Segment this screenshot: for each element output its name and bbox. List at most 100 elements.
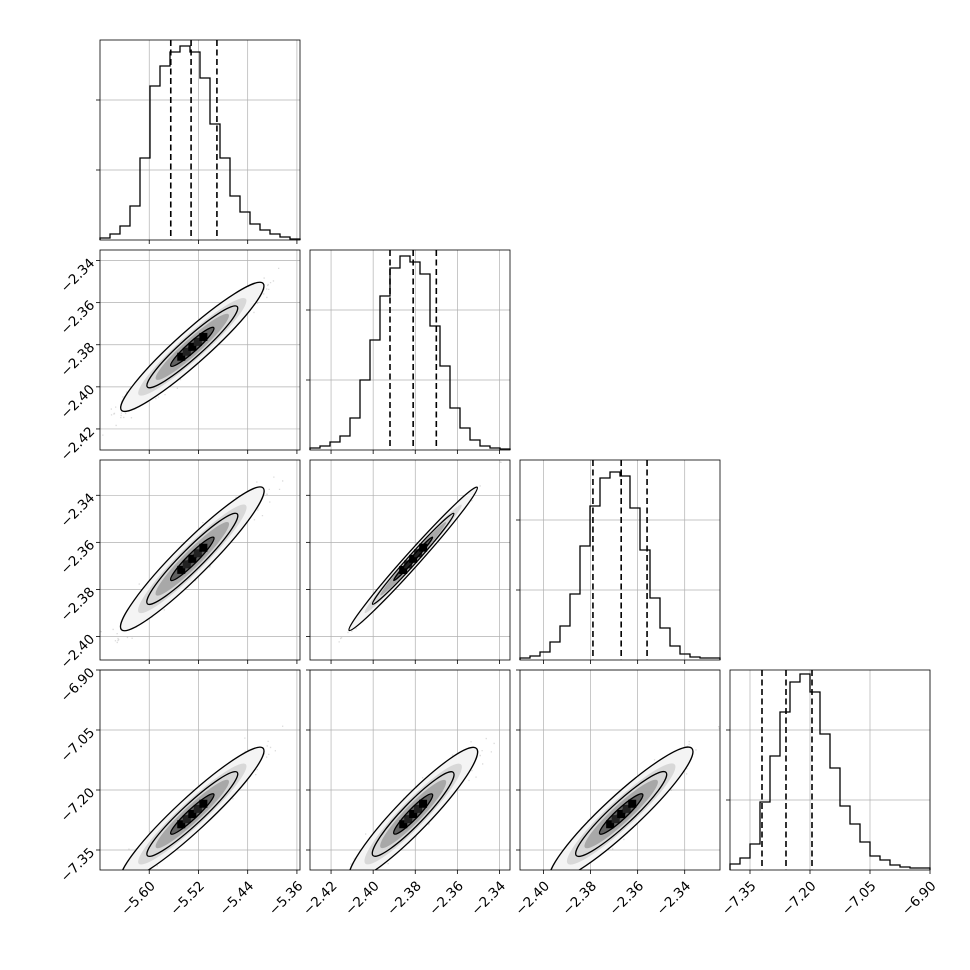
density-cell-1-0-2 — [188, 342, 197, 351]
contour-level-1-0-2 — [169, 326, 215, 368]
contour-level-2-0-1 — [146, 512, 239, 606]
contour-level-1-0-0 — [120, 281, 265, 413]
density-cell-2-0-0 — [177, 565, 186, 574]
density-cell-3-2-1 — [611, 815, 620, 824]
y-tick-label-3-1: −7.20 — [58, 785, 99, 826]
density-cell-1-0-4 — [199, 332, 208, 341]
grid-layer — [100, 40, 931, 870]
y-tick-label-1-4: −2.34 — [58, 255, 99, 296]
density-cell-3-1-0 — [399, 820, 408, 829]
contour-level-3-0-2 — [169, 793, 215, 835]
density-3-1 — [348, 747, 478, 870]
x-tick-label-3-0: −7.35 — [719, 878, 760, 919]
contours-2-1 — [348, 486, 479, 632]
density-cell-3-2-0 — [606, 820, 615, 829]
y-tick-label-3-2: −7.05 — [58, 725, 99, 766]
x-tick-label-3-1: −7.20 — [779, 878, 820, 919]
density-cell-2-0-1 — [182, 560, 191, 569]
histogram-3 — [729, 673, 931, 870]
x-tick-label-1-2: −2.38 — [384, 878, 425, 919]
panel-frame-3-0 — [99, 669, 301, 871]
panel-frame-3-2 — [519, 669, 721, 871]
density-cell-2-0-4 — [199, 543, 208, 552]
contour-level-3-0-0 — [119, 746, 265, 870]
density-cell-2-1-3 — [414, 549, 423, 558]
x-tick-label-2-0: −2.40 — [512, 878, 553, 919]
y-tick-label-1-0: −2.42 — [58, 424, 99, 465]
contour-level-3-0-1 — [146, 770, 239, 858]
x-tick-label-0-3: −5.36 — [266, 878, 307, 919]
y-tick-label-3-3: −6.90 — [58, 665, 99, 706]
y-tick-label-1-1: −2.40 — [58, 382, 99, 423]
x-tick-label-1-4: −2.34 — [468, 878, 509, 919]
density-cell-3-0-2 — [188, 810, 197, 818]
histogram-layer — [99, 40, 931, 870]
density-cell-2-1-1 — [404, 560, 413, 569]
contour-layer — [119, 281, 694, 870]
density-cell-2-0-3 — [193, 549, 202, 558]
density-cell-3-0-0 — [177, 820, 186, 829]
hist-panel-frame-1 — [309, 249, 511, 451]
hist-panel-frame-2 — [519, 459, 721, 661]
x-tick-label-2-2: −2.36 — [607, 878, 648, 919]
density-cell-2-0-2 — [188, 554, 197, 563]
y-tick-label-2-3: −2.34 — [58, 490, 99, 531]
contours-3-2 — [548, 746, 694, 870]
hist-panel-frame-0 — [99, 39, 301, 241]
contours-1-0 — [120, 281, 265, 413]
density-cell-3-0-1 — [182, 815, 191, 824]
contour-level-2-0-0 — [119, 486, 265, 632]
hist-panel-frame-3 — [729, 669, 931, 871]
histogram-2 — [519, 471, 721, 660]
contour-level-1-0-1 — [146, 305, 239, 389]
panel-frame-2-0 — [99, 459, 301, 661]
contour-level-3-1-0 — [348, 746, 479, 870]
density-cell-3-1-4 — [419, 799, 428, 808]
y-tick-label-2-0: −2.40 — [58, 631, 99, 672]
y-tick-label-3-0: −7.35 — [58, 845, 99, 886]
contour-level-3-2-1 — [575, 770, 668, 858]
density-cell-1-0-0 — [177, 352, 186, 361]
x-tick-label-1-3: −2.36 — [426, 878, 467, 919]
histogram-0 — [99, 45, 301, 240]
x-tick-label-2-3: −2.34 — [654, 878, 695, 919]
panel-frame-2-1 — [309, 459, 511, 661]
contours-2-0 — [119, 486, 265, 632]
density-cell-3-2-2 — [617, 810, 626, 818]
x-tick-label-2-1: −2.38 — [560, 878, 601, 919]
x-tick-label-0-0: −5.60 — [118, 878, 159, 919]
x-tick-label-3-3: −6.90 — [899, 878, 940, 919]
contour-level-2-1-0 — [348, 486, 479, 632]
density-cell-3-0-4 — [199, 799, 208, 808]
histogram-1 — [309, 255, 511, 450]
x-tick-label-0-2: −5.44 — [217, 878, 258, 919]
density-cell-2-1-0 — [399, 565, 408, 574]
x-tick-label-1-0: −2.42 — [300, 878, 341, 919]
contours-3-0 — [119, 746, 265, 870]
density-cell-2-1-4 — [419, 543, 428, 552]
contour-level-2-1-1 — [371, 512, 455, 605]
contour-level-3-1-2 — [393, 793, 434, 835]
frame-layer — [99, 39, 931, 871]
contours-3-1 — [348, 746, 479, 870]
y-tick-label-2-2: −2.36 — [58, 537, 99, 578]
density-3-2 — [549, 747, 693, 870]
x-tick-label-0-1: −5.52 — [167, 878, 208, 919]
density-cell-3-2-4 — [628, 799, 637, 808]
density-layer — [120, 282, 693, 870]
density-2-0 — [120, 486, 265, 631]
density-cell-3-1-1 — [404, 815, 413, 824]
density-cell-2-1-2 — [409, 554, 418, 563]
y-tick-label-1-3: −2.36 — [58, 297, 99, 338]
density-cell-3-1-3 — [414, 804, 423, 813]
density-2-1 — [348, 487, 478, 631]
contour-level-3-2-2 — [598, 793, 644, 835]
y-tick-label-2-1: −2.38 — [58, 584, 99, 625]
x-tick-label-1-1: −2.40 — [342, 878, 383, 919]
y-tick-label-1-2: −2.38 — [58, 340, 99, 381]
density-cell-3-0-3 — [193, 804, 202, 813]
density-cell-3-2-3 — [622, 804, 631, 813]
contour-level-3-1-1 — [371, 771, 455, 857]
density-3-0 — [120, 747, 264, 870]
